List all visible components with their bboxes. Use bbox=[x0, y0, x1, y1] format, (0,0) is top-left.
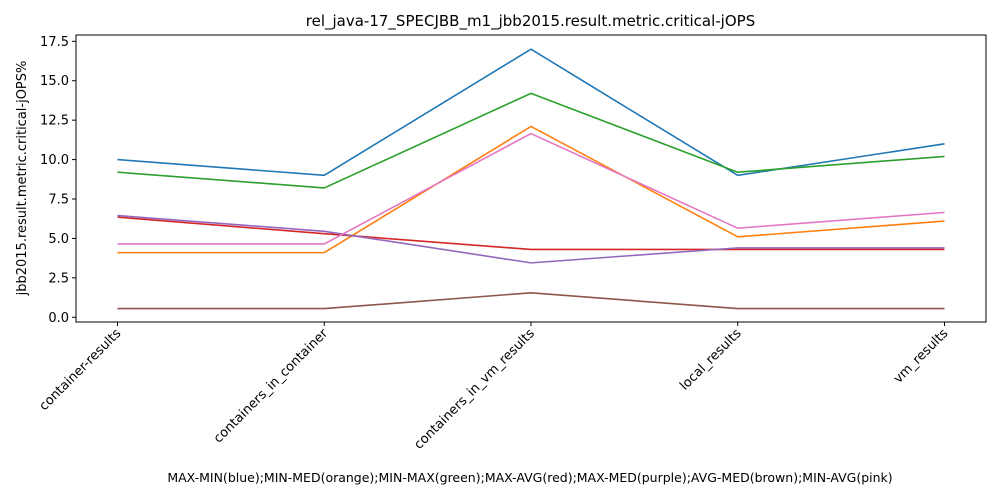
y-tick-label: 7.5 bbox=[48, 193, 69, 208]
y-tick-label: 2.5 bbox=[48, 271, 69, 286]
x-axis-label: MAX-MIN(blue);MIN-MED(orange);MIN-MAX(gr… bbox=[167, 470, 892, 485]
y-tick-label: 17.5 bbox=[40, 35, 69, 50]
y-tick-label: 5.0 bbox=[48, 232, 69, 247]
series-line-6 bbox=[117, 132, 945, 245]
series-line-1 bbox=[117, 125, 945, 254]
series-line-0 bbox=[117, 48, 945, 177]
chart-title: rel_java-17_SPECJBB_m1_jbb2015.result.me… bbox=[306, 12, 755, 31]
plot-frame bbox=[75, 34, 987, 323]
series-line-2 bbox=[117, 92, 945, 189]
series-line-5 bbox=[117, 292, 945, 310]
series-line-3 bbox=[117, 216, 945, 251]
y-axis-label: jbb2015.result.metric.critical-jOPS% bbox=[15, 61, 30, 297]
y-tick-label: 0.0 bbox=[48, 311, 69, 326]
plot-area bbox=[117, 48, 945, 310]
series-line-4 bbox=[117, 214, 945, 264]
y-axis: 0.0 2.5 5.0 7.5 10.0 12.5 15.0 17.5 bbox=[40, 35, 76, 326]
y-tick-label: 10.0 bbox=[40, 153, 69, 168]
y-tick-label: 12.5 bbox=[40, 114, 69, 129]
y-tick-label: 15.0 bbox=[40, 74, 69, 89]
